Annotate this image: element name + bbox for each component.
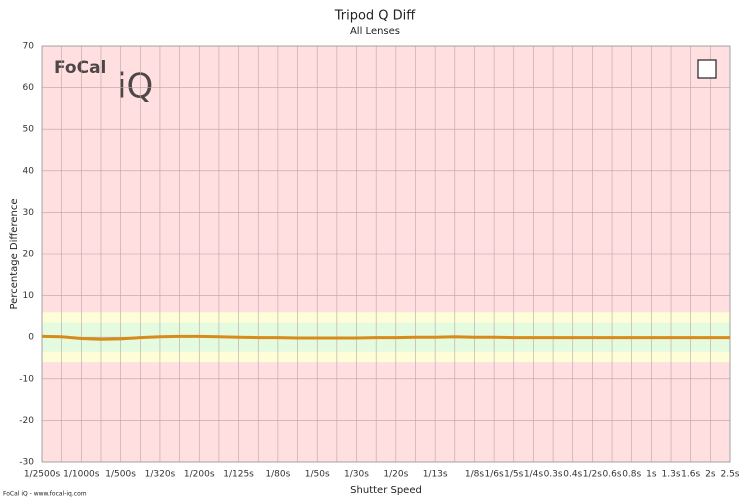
x-tick-label: 1/2500s — [24, 470, 61, 480]
footer: FoCal iQ - www.focal-iq.com — [3, 491, 87, 498]
y-tick-label: 20 — [23, 250, 35, 260]
x-tick-label: 1/13s — [423, 470, 448, 480]
x-tick-label: 0.3s — [544, 470, 563, 480]
y-tick-label: 50 — [23, 125, 35, 135]
y-tick-label: 40 — [23, 166, 35, 176]
y-tick-label: 0 — [28, 333, 34, 343]
x-tick-label: 1/1000s — [63, 470, 100, 480]
y-tick-label: -10 — [19, 374, 34, 384]
x-tick-label: 2s — [705, 470, 716, 480]
x-tick-label: 1/8s — [465, 470, 484, 480]
data-line — [41, 334, 730, 341]
x-tick-label: 1s — [646, 470, 657, 480]
x-tick-label: 1/2s — [583, 470, 602, 480]
x-tick-label: 1/30s — [344, 470, 369, 480]
x-tick-label: 0.4s — [563, 470, 582, 480]
watermark: FoCal — [54, 58, 106, 78]
y-tick-label: 70 — [23, 42, 35, 52]
chart-subtitle: All Lenses — [350, 26, 400, 37]
x-axis-title: Shutter Speed — [350, 485, 422, 496]
x-tick-label: 1/80s — [265, 470, 290, 480]
y-tick-label: -20 — [19, 416, 34, 426]
x-tick-label: 0.6s — [603, 470, 622, 480]
y-tick-label: 10 — [23, 291, 35, 301]
x-tick-label: 1/4s — [524, 470, 543, 480]
chart-title: Tripod Q Diff — [334, 9, 417, 24]
x-tick-label: 1/50s — [305, 470, 330, 480]
x-tick-label: 1/320s — [145, 470, 176, 480]
x-tick-label: 1/125s — [223, 470, 254, 480]
watermark: iQ — [117, 67, 153, 107]
x-tick-label: 1/5s — [504, 470, 523, 480]
x-tick-label: 0.8s — [622, 470, 641, 480]
x-tick-label: 1/200s — [184, 470, 215, 480]
y-tick-label: 30 — [23, 208, 35, 218]
x-tick-label: 1/20s — [383, 470, 408, 480]
y-axis-title: Percentage Difference — [9, 199, 20, 310]
plot-border — [41, 45, 731, 463]
y-tick-label: -30 — [19, 458, 34, 468]
x-tick-label: 1.3s — [662, 470, 681, 480]
x-tick-label: 1/6s — [485, 470, 504, 480]
x-tick-label: 1/500s — [105, 470, 136, 480]
x-tick-label: 2.5s — [720, 470, 739, 480]
x-tick-label: 1.6s — [681, 470, 700, 480]
legend-box — [697, 59, 717, 79]
y-tick-label: 60 — [23, 83, 35, 93]
